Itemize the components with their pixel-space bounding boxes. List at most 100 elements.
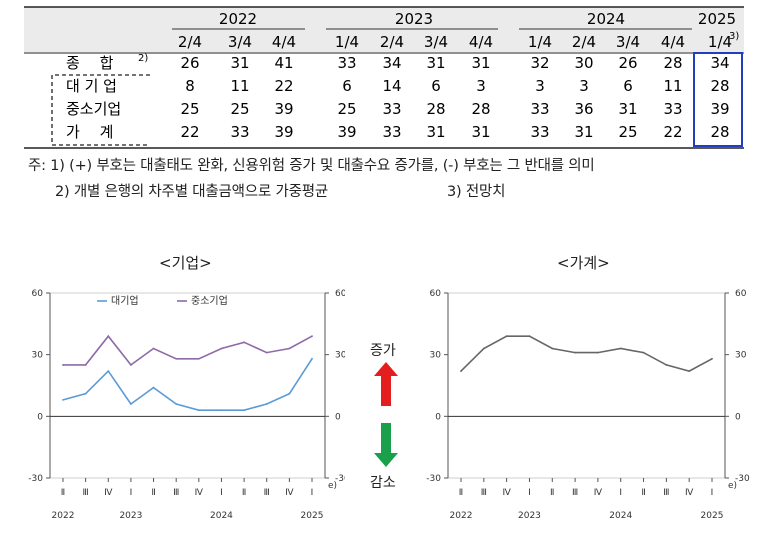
left-tick-label: 30 [32, 351, 44, 361]
x-tick-label: Ⅲ [173, 488, 179, 498]
data-point [152, 347, 155, 350]
left-tick-label: 0 [435, 412, 441, 422]
year-header: 2024 [587, 10, 625, 28]
quarter-header: 2/4 [178, 33, 202, 51]
x-year-label: 2025 [701, 511, 724, 521]
left-tick-label: 0 [37, 412, 43, 422]
table-cell: 39 [274, 100, 293, 118]
table-cell: 31 [618, 100, 637, 118]
table-cell: 11 [663, 77, 682, 95]
x-tick-label: Ⅱ [550, 488, 554, 498]
up-arrow-icon [374, 362, 398, 406]
x-tick-label: Ⅲ [572, 488, 578, 498]
quarter-header: 3/4 [228, 33, 252, 51]
forecast-mark: e) [328, 481, 337, 491]
table-cell: 34 [382, 54, 401, 72]
table-cell: 22 [274, 77, 293, 95]
data-point [62, 398, 64, 401]
data-point [482, 347, 485, 350]
table-cell: 14 [382, 77, 401, 95]
left-tick-label: -30 [28, 474, 43, 484]
quarter-header: 4/4 [469, 33, 493, 51]
x-year-label: 2023 [119, 511, 142, 521]
x-tick-label: Ⅲ [83, 488, 89, 498]
table-cell: 33 [230, 123, 249, 141]
table-cell: 6 [623, 77, 633, 95]
x-year-label: 2024 [609, 511, 632, 521]
x-tick-label: Ⅳ [685, 488, 694, 498]
table-cell: 28 [471, 100, 490, 118]
x-tick-label: Ⅲ [663, 488, 669, 498]
table-cell: 11 [230, 77, 249, 95]
table-cell: 39 [710, 100, 729, 118]
x-tick-label: Ⅱ [242, 488, 246, 498]
data-point [288, 347, 291, 350]
x-tick-label: Ⅳ [104, 488, 113, 498]
table-cell: 39 [337, 123, 356, 141]
note-line-2: 2) 개별 은행의 차주별 대출금액으로 가중평균 [55, 184, 329, 200]
chart-title-household: <가계> [557, 254, 610, 272]
x-year-label: 2022 [52, 511, 75, 521]
table-cell: 31 [426, 123, 445, 141]
data-point [551, 347, 554, 350]
data-point [619, 347, 622, 350]
left-tick-label: -30 [426, 474, 441, 484]
x-year-label: 2023 [518, 511, 541, 521]
data-point [62, 364, 64, 366]
plot-frame [49, 292, 326, 479]
year-header: 2022 [219, 10, 257, 28]
table-cell: 31 [574, 123, 593, 141]
table-cell: 33 [382, 123, 401, 141]
note-line-1: 주: 1) (+) 부호는 대출태도 완화, 신용위험 증가 및 대출수요 증가… [28, 158, 595, 174]
row-label: 종 합 [66, 54, 114, 72]
data-point [642, 351, 645, 354]
data-point [84, 392, 87, 395]
quarter-header: 1/4 [708, 33, 732, 51]
x-tick-label: Ⅱ [151, 488, 155, 498]
series-line-1 [460, 335, 713, 372]
table-cell: 28 [710, 77, 729, 95]
table-cell: 25 [337, 100, 356, 118]
x-tick-label: Ⅲ [264, 488, 270, 498]
table-cell: 31 [426, 54, 445, 72]
x-tick-label: Ⅰ [220, 488, 223, 498]
left-tick-label: 60 [32, 289, 44, 299]
data-point [243, 409, 245, 412]
chart-title-corporate: <기업> [159, 254, 212, 272]
household-chart: -30 -30 0 0 30 30 60 60 Ⅱ Ⅲ Ⅳ Ⅰ Ⅱ Ⅲ Ⅳ Ⅰ Ⅱ Ⅲ Ⅳ Ⅰe) 2022 2023 20… [426, 289, 750, 521]
table-cell: 3 [535, 77, 545, 95]
year-header: 2025 [698, 10, 736, 28]
data-point [688, 370, 691, 373]
data-point [243, 341, 245, 344]
table-cell: 22 [180, 123, 199, 141]
table-cell: 3 [579, 77, 589, 95]
table-cell: 6 [342, 77, 352, 95]
x-tick-label: Ⅰ [130, 488, 133, 498]
x-tick-label: Ⅱ [459, 488, 463, 498]
quarter-header: 2/4 [380, 33, 404, 51]
forecast-mark: e) [728, 481, 737, 491]
row-label: 대 기 업 [66, 77, 117, 95]
data-point [288, 392, 291, 395]
year-header: 2023 [395, 10, 433, 28]
right-tick-label: 60 [735, 289, 747, 299]
data-point [175, 403, 178, 405]
table-cell: 25 [230, 100, 249, 118]
data-point [152, 386, 155, 389]
series-line-1 [62, 358, 313, 411]
lending-survey-table: 2022 2023 2024 2025 2/4 3/4 4/4 1/4 2/4 3/4 4/4 1/4… [24, 6, 744, 149]
data-point [311, 335, 313, 338]
x-tick-label: Ⅰ [711, 488, 714, 498]
table-cell: 31 [471, 123, 490, 141]
row-label: 가 계 [66, 123, 113, 141]
data-point [265, 351, 268, 354]
table-cell: 6 [431, 77, 441, 95]
data-point [107, 370, 110, 373]
forecast-highlight-box [693, 52, 743, 147]
data-point [597, 351, 599, 354]
x-year-label: 2024 [210, 511, 233, 521]
data-point [107, 335, 110, 338]
data-point [130, 364, 132, 366]
table-cell: 28 [710, 123, 729, 141]
x-tick-label: Ⅳ [594, 488, 603, 498]
